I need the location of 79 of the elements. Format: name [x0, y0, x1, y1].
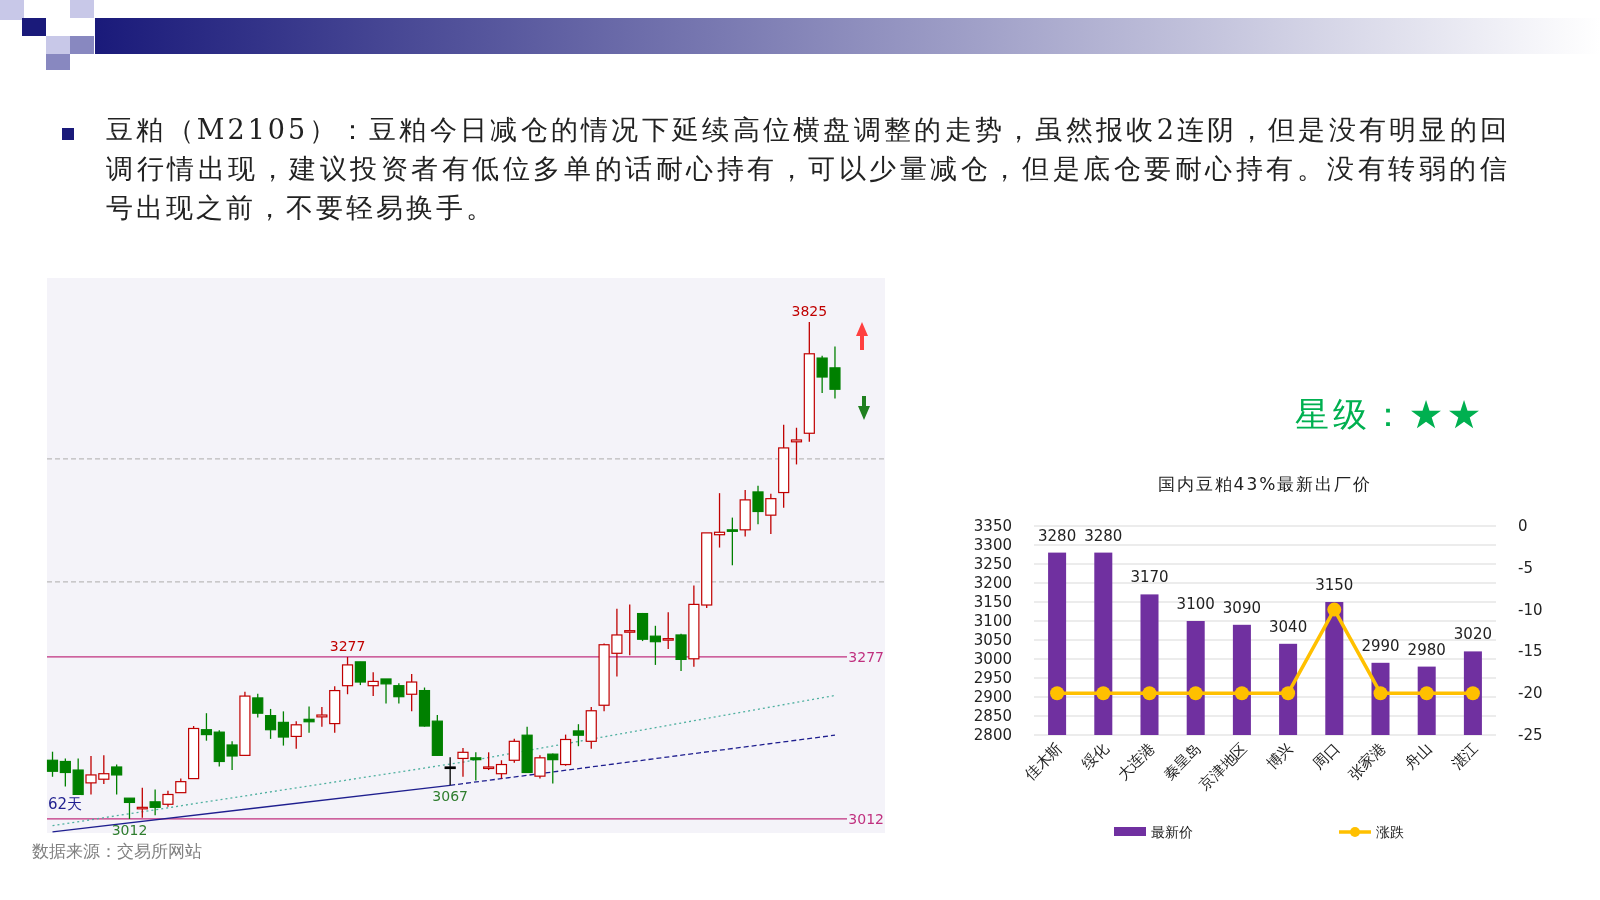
candlestick	[726, 516, 738, 566]
ref-line-label: 3277	[848, 648, 884, 665]
candlestick	[354, 661, 366, 686]
x-tick-label: 湛江	[1447, 739, 1482, 774]
y2-tick-label: -25	[1518, 726, 1543, 744]
text: 星级：★★	[1295, 393, 1485, 436]
y2-tick-label: 0	[1518, 517, 1528, 535]
x-tick-label: 舟山	[1401, 739, 1436, 774]
legend-label: 最新价	[1151, 824, 1193, 840]
y-tick-label: 2850	[973, 707, 1012, 725]
candlestick	[200, 712, 213, 742]
data-label: 3020	[1453, 625, 1492, 644]
x-tick-label: 周口	[1309, 739, 1344, 774]
candlestick	[624, 603, 636, 656]
candlestick	[341, 656, 354, 695]
y-tick-label: 2900	[973, 688, 1012, 706]
y-tick-label: 2800	[973, 726, 1012, 744]
data-label: 3150	[1315, 576, 1354, 594]
y-tick-label: 3150	[973, 593, 1012, 611]
x-tick-label: 佳木斯	[1021, 739, 1066, 784]
annotation: 3067	[432, 788, 468, 805]
data-label: 2980	[1407, 640, 1446, 659]
candlestick	[123, 797, 136, 820]
legend-label: 涨跌	[1376, 824, 1404, 840]
data-label: 3100	[1176, 595, 1215, 613]
candlestick	[290, 720, 302, 750]
candlestick	[790, 427, 803, 466]
x-tick-label: 张家港	[1344, 739, 1390, 784]
y-tick-label: 3100	[973, 612, 1012, 630]
candlestick	[264, 708, 277, 740]
candlestick	[277, 710, 290, 747]
y-tick-label: 3050	[973, 631, 1012, 649]
candlestick	[380, 678, 392, 705]
text: 豆粕（M2105）：豆粕今日减仓的情况下延续高位横盘调整的走势，虽然报收2连阴，但是没有明显的回调行情出现，建议投资者有低位多单的话耐心持有，可以少量减仓，但是底仓要耐心持有。没有转弱的信号出现之前，不要轻易换手。	[106, 113, 1510, 225]
y2-tick-label: -5	[1518, 558, 1533, 577]
y2-tick-label: -10	[1518, 600, 1543, 619]
y2-tick-label: -15	[1518, 642, 1543, 661]
y-tick-label: 3250	[973, 555, 1012, 573]
y-tick-label: 2950	[973, 669, 1012, 687]
candlestick	[406, 673, 418, 713]
data-label: 3040	[1269, 617, 1308, 636]
candlestick	[495, 759, 508, 780]
candlestick	[470, 751, 482, 782]
candlestick	[534, 754, 546, 780]
candlestick	[393, 682, 405, 705]
y2-tick-label: -20	[1518, 684, 1543, 703]
data-label: 3280	[1038, 526, 1077, 545]
annotation: 62天	[48, 795, 83, 813]
candlestick	[303, 705, 315, 734]
data-label: 3170	[1130, 568, 1169, 587]
candlestick	[59, 757, 71, 788]
candlestick	[149, 788, 161, 816]
candlestick	[252, 692, 264, 719]
candlestick	[508, 738, 520, 764]
candlestick	[46, 751, 59, 778]
ref-line-label: 3012	[848, 810, 884, 827]
data-label: 3280	[1084, 526, 1123, 545]
candlestick	[457, 747, 469, 778]
x-tick-label: 博兴	[1262, 739, 1297, 774]
candlestick	[662, 611, 674, 650]
candlestick	[572, 723, 585, 747]
candlestick	[367, 671, 379, 697]
annotation: 3012	[111, 821, 148, 838]
x-tick-label: 大连港	[1113, 739, 1159, 784]
candlestick	[765, 493, 777, 535]
annotation: 3825	[791, 303, 828, 320]
chart-title: 国内豆粕43%最新出厂价	[1157, 474, 1373, 494]
y-tick-label: 3350	[973, 517, 1012, 535]
data-label: 2990	[1361, 636, 1400, 655]
y-tick-label: 3300	[973, 536, 1012, 554]
x-tick-label: 绥化	[1078, 739, 1113, 774]
candlestick	[111, 763, 123, 796]
candlestick	[752, 485, 764, 525]
candlestick	[444, 756, 456, 786]
y-tick-label: 3000	[973, 650, 1012, 668]
data-label: 3090	[1222, 598, 1261, 617]
annotation: 3277	[329, 637, 366, 654]
source-note: 数据来源：交易所网站	[32, 840, 202, 863]
y-tick-label: 3200	[973, 574, 1012, 592]
